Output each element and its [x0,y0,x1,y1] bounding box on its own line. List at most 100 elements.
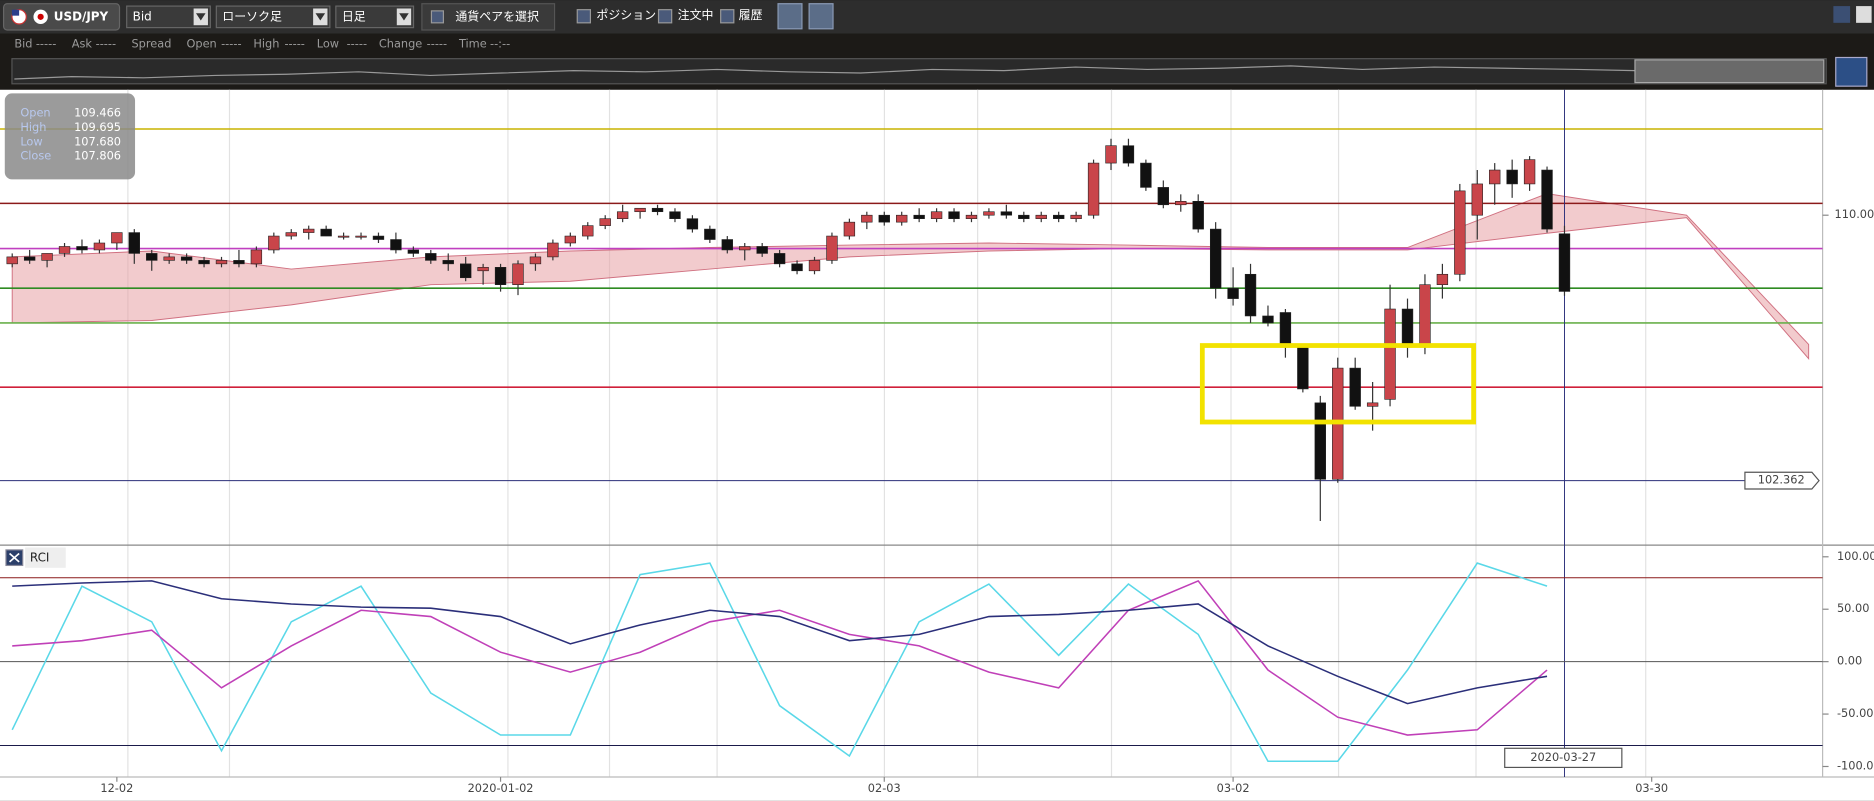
y-tick-label: -100.00 [1837,758,1874,772]
candle-body [616,211,629,219]
candle-body [983,211,995,216]
ohlc-value: 109.695 [74,120,121,134]
candle-body [390,239,402,251]
price-tag [1744,471,1820,490]
candle-body [843,221,856,237]
candle-body [721,239,733,251]
candle-body [686,218,699,230]
rci-line [12,580,1548,705]
quote-label: Time [458,36,487,50]
candle-body [372,235,385,240]
candle-body [1489,169,1501,185]
candle-body [93,242,106,251]
candle-body [878,214,890,223]
ohlc-label: Open [20,106,50,120]
candle-body [494,267,507,285]
x-tick-label: 2020-01-02 [468,781,534,795]
candle-body [564,235,577,244]
select-arrow [196,13,206,21]
candle-body [355,235,367,238]
navigator-window[interactable] [1634,59,1825,84]
candle-body [215,260,228,265]
candle-body [582,225,594,237]
candle-body [268,235,280,251]
chart-type-select[interactable]: ローソク足 [215,5,331,29]
ohlc-label: High [20,120,46,134]
candle-body [599,218,611,226]
tool-icon[interactable] [777,3,803,30]
tool-icon[interactable] [808,3,834,30]
candle-body [826,235,838,261]
candle-body [1140,162,1152,188]
candle-body [1087,162,1100,216]
symbol-selector[interactable]: USD/JPY [2,3,121,31]
candle-body [1349,367,1361,407]
toggle-label: 注文中 [678,7,714,22]
candle-body [1436,273,1449,285]
candle-body [180,256,193,261]
checkbox[interactable] [576,9,592,24]
candle-body [320,228,332,237]
candle-body [1035,214,1047,219]
quote-value: ----- [36,36,56,50]
candle-body [1157,187,1170,206]
candle-body [337,235,350,238]
candle-body [407,249,420,254]
candle-body [1244,273,1257,317]
candle-body [547,242,559,258]
rci-line [11,562,1548,763]
checkbox[interactable] [657,9,673,24]
flag-canton [11,9,20,16]
plot-background [0,89,1874,801]
candle-body [930,211,943,219]
candle-body [1419,284,1431,348]
candle-body [1541,169,1553,230]
checkbox[interactable] [430,10,444,24]
price-type-select[interactable]: Bid [126,5,211,29]
candle-body [669,211,681,219]
settings-icon[interactable] [1833,6,1851,23]
checkbox[interactable] [720,9,735,24]
candle-body [1000,211,1013,216]
candle-body [1105,145,1117,164]
rci-line [12,579,1548,736]
ohlc-label: Close [20,149,51,163]
candle-body [442,260,454,265]
y-tick-label: 0.00 [1837,654,1862,668]
candle-body [965,214,978,219]
candle-body [285,232,297,237]
close-icon [9,552,20,563]
pair-select-button[interactable]: 通貨ペアを選択 [421,3,556,31]
navigator[interactable] [11,58,1827,85]
candle-body [1384,308,1396,400]
candle-body [1227,287,1239,299]
date-tag [1504,747,1623,769]
select-arrow [399,13,409,21]
select-box[interactable] [215,5,331,29]
candle-body [1262,315,1274,324]
y-tick-label: -50.00 [1837,706,1874,720]
quote-bar: Bid ----- Ask ----- Spread Open ----- High -----… [14,36,510,50]
select-box[interactable] [126,5,211,29]
candle-body [58,246,71,254]
candle-body [250,249,263,265]
candle-body [1297,346,1309,390]
candle-body [425,253,437,261]
quote-value: --:-- [490,36,510,50]
ohlc-value: 107.806 [74,149,121,163]
period-select[interactable]: 日足 [335,5,415,29]
candle-body [1070,214,1082,219]
candle-body [529,256,542,265]
candle-body [1018,214,1030,219]
zoom-button[interactable] [1835,56,1868,87]
panel-title-bg [25,547,66,568]
candle-body [861,214,873,223]
candle-body [303,228,315,233]
symbol-pill[interactable] [2,3,121,31]
select-box[interactable] [335,5,415,29]
window-icon[interactable] [1856,6,1872,23]
candle-body [704,228,716,240]
candle-body [634,207,646,213]
y-tick-label: 110.000 [1835,207,1874,221]
plot: 110.000 12-02 2020-01-02 02-03 03-02 03-30 102… [0,89,1874,795]
